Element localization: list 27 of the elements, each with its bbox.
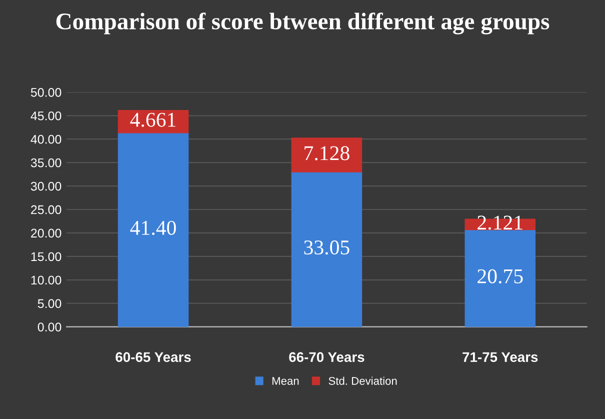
chart-title: Comparison of score btween different age groups — [56, 12, 550, 34]
legend-label: Std. Deviation — [328, 376, 397, 385]
bar — [291, 171, 362, 327]
y-tick-label: 40.00 — [30, 134, 62, 144]
y-tick-label: 0.00 — [38, 322, 62, 332]
bar — [291, 138, 362, 172]
x-tick-label: 60-65 Years — [116, 352, 191, 362]
x-tick-label: 66-70 Years — [289, 352, 364, 362]
y-tick-label: 5.00 — [38, 299, 62, 308]
legend-label: Mean — [272, 377, 299, 385]
data-label: 7.128 — [304, 146, 350, 160]
y-tick-label: 30.00 — [30, 182, 62, 191]
y-tick-label: 45.00 — [30, 111, 62, 120]
bar — [118, 132, 189, 327]
y-tick-label: 15.00 — [31, 252, 62, 262]
y-tick-label: 10.00 — [31, 276, 62, 285]
y-tick-label: 20.00 — [31, 228, 62, 238]
data-label: 20.75 — [478, 269, 523, 284]
data-label: 2.121 — [478, 216, 522, 230]
data-label: 33.05 — [304, 240, 350, 255]
y-tick-label: 25.00 — [31, 205, 62, 214]
data-label: 41.40 — [130, 220, 176, 235]
y-tick-label: 50.00 — [30, 88, 62, 97]
bar — [464, 228, 536, 327]
y-tick-label: 35.00 — [30, 158, 62, 168]
x-tick-label: 71-75 Years — [462, 352, 538, 362]
data-label: 4.661 — [130, 112, 176, 127]
